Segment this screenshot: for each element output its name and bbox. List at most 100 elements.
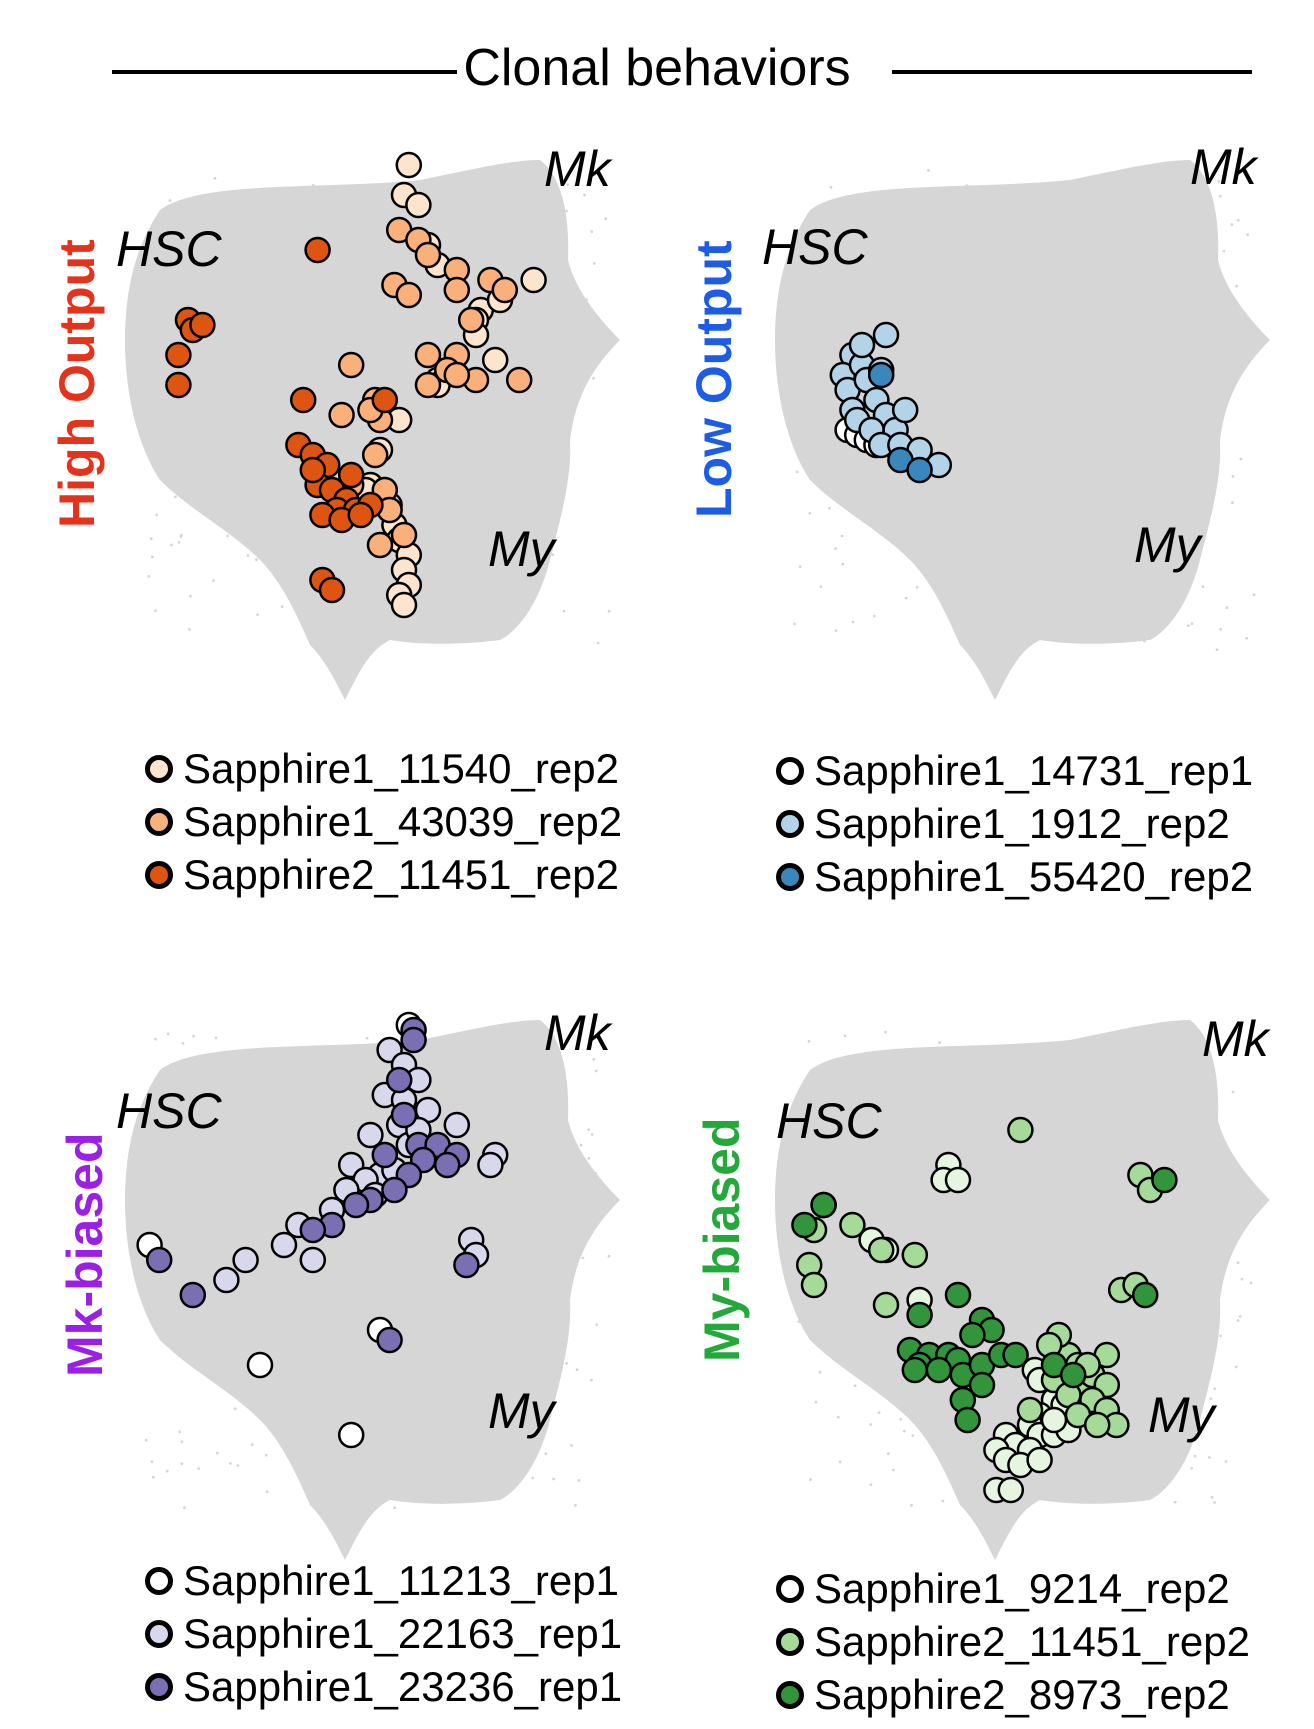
background-cell [235, 465, 238, 469]
background-cell [402, 1360, 406, 1364]
background-cell [489, 1105, 493, 1108]
background-cell [1055, 1268, 1059, 1271]
background-cell [405, 467, 409, 470]
background-cell [1236, 1261, 1240, 1265]
background-cell [213, 1245, 217, 1249]
clone-point [481, 346, 509, 374]
background-cell [1021, 188, 1025, 192]
clone-point [405, 191, 432, 219]
background-cell [493, 1402, 497, 1406]
background-cell [553, 433, 556, 437]
background-cell [881, 459, 885, 462]
background-cell [387, 306, 391, 310]
background-cell [999, 1109, 1002, 1112]
background-cell [900, 285, 903, 288]
background-cell [397, 1236, 401, 1239]
background-cell [505, 493, 508, 496]
clone-point [376, 1326, 403, 1354]
clone-point [839, 1211, 866, 1239]
background-cell [1193, 1454, 1197, 1458]
background-cell [942, 510, 945, 514]
background-cell [1213, 1387, 1217, 1390]
background-cell [1199, 1273, 1203, 1277]
legend-item: Sapphire1_1912_rep2 [776, 797, 1253, 850]
background-cell [226, 534, 229, 538]
background-cell [1128, 1373, 1131, 1376]
background-cell [427, 1290, 431, 1293]
background-cell [962, 1259, 965, 1263]
background-cell [1222, 249, 1226, 253]
background-cell [370, 1290, 374, 1293]
background-cell [537, 1088, 541, 1092]
background-cell [1002, 422, 1006, 425]
background-cell [226, 277, 230, 280]
legend-mk-biased: Sapphire1_11213_rep1 Sapphire1_22163_rep… [145, 1554, 622, 1713]
background-cell [177, 541, 181, 544]
background-cell [231, 1168, 235, 1172]
background-cell [836, 1177, 840, 1181]
background-cell [531, 1476, 535, 1480]
background-cell [445, 1283, 449, 1287]
background-cell [952, 1467, 955, 1470]
background-cell [595, 1323, 599, 1327]
background-cell [1172, 1334, 1176, 1337]
background-cell [549, 1028, 552, 1032]
background-cell [476, 263, 479, 266]
background-cell [1168, 607, 1171, 611]
background-cell [1000, 225, 1004, 228]
background-cell [179, 535, 183, 538]
background-cell [798, 565, 802, 569]
clone-point [944, 1281, 972, 1309]
background-cell [1050, 323, 1053, 327]
clone-point [299, 456, 327, 484]
background-cell [1240, 1277, 1244, 1281]
background-cell [841, 1105, 845, 1108]
background-cell [1210, 284, 1213, 287]
legend-low-output: Sapphire1_14731_rep1 Sapphire1_1912_rep2… [776, 744, 1253, 903]
clone-point [906, 1301, 933, 1329]
background-cell [1014, 1263, 1018, 1267]
background-cell [162, 454, 166, 458]
clone-point [1016, 1396, 1044, 1424]
legend-my-biased: Sapphire1_9214_rep2 Sapphire2_11451_rep2… [776, 1562, 1250, 1721]
background-cell [1003, 307, 1006, 311]
background-cell [288, 503, 292, 506]
background-cell [1003, 1373, 1006, 1377]
background-cell [1196, 1283, 1200, 1287]
clone-point [1083, 1411, 1111, 1439]
background-cell [311, 183, 315, 187]
background-cell [809, 1478, 812, 1482]
background-cell [151, 555, 154, 559]
background-cell [962, 474, 965, 477]
background-cell [510, 1314, 514, 1318]
background-cell [1217, 180, 1221, 183]
background-cell [216, 293, 219, 297]
clone-point [318, 576, 346, 604]
background-cell [370, 223, 374, 227]
background-cell [488, 458, 492, 461]
background-cell [346, 1371, 350, 1374]
legend-marker [776, 1574, 804, 1603]
background-cell [154, 1037, 157, 1041]
background-cell [147, 574, 151, 578]
background-cell [329, 1421, 333, 1425]
background-cell [466, 1209, 469, 1213]
clone-point [1151, 1166, 1178, 1194]
background-cell [552, 1477, 555, 1481]
background-cell [537, 1059, 541, 1063]
clone-point [390, 591, 418, 619]
clone-point [800, 1271, 828, 1299]
background-cell [972, 412, 976, 416]
background-cell [943, 1448, 946, 1452]
background-cell [956, 1137, 960, 1141]
background-cell [959, 582, 962, 585]
background-cell [1098, 1095, 1102, 1099]
background-cell [1231, 501, 1234, 505]
legend-marker [776, 809, 804, 838]
background-cell [521, 524, 525, 528]
background-cell [1167, 1449, 1171, 1453]
background-cell [1198, 1288, 1202, 1292]
background-cell [410, 1401, 413, 1404]
background-cell [577, 1479, 581, 1482]
background-cell [468, 228, 472, 232]
